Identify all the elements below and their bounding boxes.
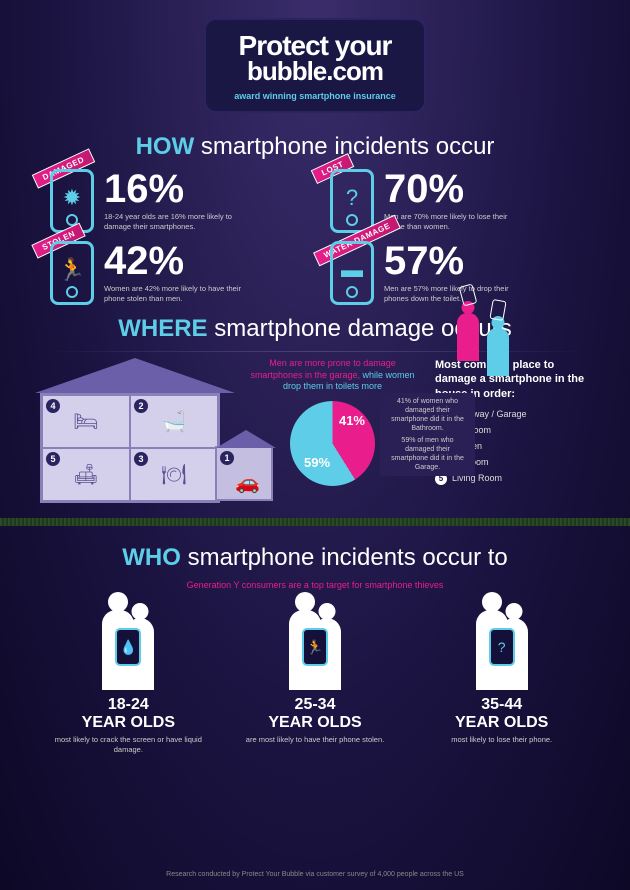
age-desc: most likely to lose their phone. <box>413 735 590 745</box>
stat-pct: 57% <box>384 241 580 281</box>
stat-desc: Women are 42% more likely to have their … <box>104 284 244 304</box>
age-18-24: 💧 18-24YEAR OLDS most likely to crack th… <box>40 600 217 755</box>
house-diagram: 4🛏 2🛁 5🛋 3🍽 1🚗 <box>40 358 230 508</box>
age-desc: most likely to crack the screen or have … <box>40 735 217 755</box>
pie-men-pct: 59% <box>304 455 330 470</box>
room-kitchen: 3🍽 <box>130 448 218 501</box>
phone-icon: 🏃 <box>302 628 328 666</box>
woman-figure <box>457 313 479 361</box>
room-bedroom: 4🛏 <box>42 395 130 448</box>
logo-line2: bubble.com <box>234 56 396 87</box>
footer-credit: Research conducted by Protect Your Bubbl… <box>0 871 630 878</box>
logo: Protect your bubble.com award winning sm… <box>204 18 426 113</box>
age-desc: are most likely to have their phone stol… <box>227 735 404 745</box>
who-subtitle: Generation Y consumers are a top target … <box>40 580 590 590</box>
age-25-34: 🏃 25-34YEAR OLDS are most likely to have… <box>227 600 404 755</box>
phone-icon: 💧 <box>115 628 141 666</box>
who-section: WHO smartphone incidents occur to Genera… <box>0 526 630 755</box>
stat-damaged: DAMAGED ✹ 16%18-24 year olds are 16% mor… <box>50 169 300 233</box>
stat-stolen: STOLEN 🏃 42%Women are 42% more likely to… <box>50 241 300 305</box>
phone-icon-cracked: ✹ <box>50 169 94 233</box>
age-35-44: ? 35-44YEAR OLDS most likely to lose the… <box>413 600 590 755</box>
pie-column: Men are more prone to damage smartphones… <box>242 358 423 491</box>
where-title: WHERE smartphone damage occurs <box>0 315 630 343</box>
phone-icon-question: ? <box>330 169 374 233</box>
stat-pct: 42% <box>104 241 300 281</box>
phone-icon-thief: 🏃 <box>50 241 94 305</box>
header: Protect your bubble.com award winning sm… <box>0 0 630 123</box>
where-section: 4🛏 2🛁 5🛋 3🍽 1🚗 Men are more prone to dam… <box>0 358 630 526</box>
phone-icon-toilet: ▬ <box>330 241 374 305</box>
stat-desc: Men are 70% more likely to lose their ph… <box>384 212 524 232</box>
stat-pct: 70% <box>384 169 580 209</box>
man-figure <box>487 328 509 376</box>
pie-men-desc: 59% of men who damaged their smartphone … <box>380 432 475 476</box>
room-living: 5🛋 <box>42 448 130 501</box>
stat-water: WATER DAMAGE ▬ 57%Men are 57% more likel… <box>330 241 580 305</box>
stat-pct: 16% <box>104 169 300 209</box>
how-title: HOW smartphone incidents occur <box>0 133 630 161</box>
pie-women-desc: 41% of women who damaged their smartphon… <box>380 393 475 437</box>
pie-chart: 41% 59% <box>290 401 375 486</box>
pie-women-pct: 41% <box>339 413 365 428</box>
grass-divider <box>0 518 630 526</box>
stats-grid: DAMAGED ✹ 16%18-24 year olds are 16% mor… <box>0 169 630 305</box>
where-subtitle: Men are more prone to damage smartphones… <box>242 358 423 393</box>
phone-icon: ? <box>489 628 515 666</box>
stat-lost: LOST ? 70%Men are 70% more likely to los… <box>330 169 580 233</box>
stat-desc: 18-24 year olds are 16% more likely to d… <box>104 212 244 232</box>
who-title: WHO smartphone incidents occur to <box>40 544 590 572</box>
logo-subtitle: award winning smartphone insurance <box>234 91 396 101</box>
room-bathroom: 2🛁 <box>130 395 218 448</box>
